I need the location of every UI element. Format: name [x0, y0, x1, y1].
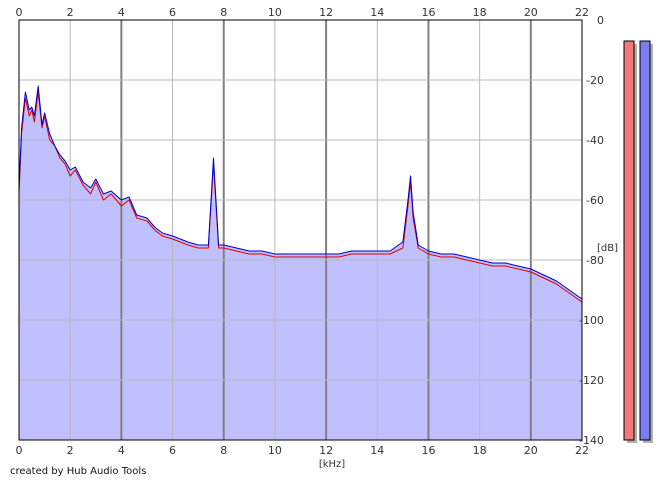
x-tick-label-bottom: 6: [169, 444, 176, 457]
y-tick-label: -120: [579, 374, 604, 387]
x-tick-label-bottom: 10: [268, 444, 282, 457]
x-tick-label-bottom: 18: [473, 444, 487, 457]
series-line-1: [18, 91, 583, 303]
x-tick-label-top: 8: [220, 6, 227, 19]
x-tick-label-bottom: 12: [319, 444, 333, 457]
x-tick-label-top: 14: [370, 6, 384, 19]
x-tick-label-top: 4: [118, 6, 125, 19]
x-tick-label-top: 18: [473, 6, 487, 19]
x-tick-label-bottom: 16: [421, 444, 435, 457]
y-tick-label: 0: [597, 14, 604, 27]
x-tick-label-bottom: 8: [220, 444, 227, 457]
level-meter-2: [639, 40, 651, 441]
x-tick-label-top: 12: [319, 6, 333, 19]
x-tick-label-top: 10: [268, 6, 282, 19]
x-axis-label: [kHz]: [319, 459, 345, 470]
x-tick-label-top: 22: [575, 6, 589, 19]
y-axis-label: [dB]: [597, 243, 618, 254]
x-tick-label-bottom: 0: [16, 444, 23, 457]
x-tick-label-bottom: 4: [118, 444, 125, 457]
x-tick-label-bottom: 22: [575, 444, 589, 457]
y-tick-label: -40: [586, 134, 604, 147]
x-tick-label-top: 0: [16, 6, 23, 19]
series-line-2: [18, 85, 583, 300]
x-tick-label-bottom: 2: [67, 444, 74, 457]
x-tick-label-top: 6: [169, 6, 176, 19]
x-tick-label-top: 16: [421, 6, 435, 19]
spectrum-area: [19, 86, 582, 440]
y-tick-label: -100: [579, 314, 604, 327]
credit-text: created by Hub Audio Tools: [10, 466, 146, 477]
x-tick-label-bottom: 14: [370, 444, 384, 457]
x-tick-label-top: 20: [524, 6, 538, 19]
y-tick-label: -80: [586, 254, 604, 267]
y-tick-label: -60: [586, 194, 604, 207]
x-tick-label-top: 2: [67, 6, 74, 19]
y-tick-label: -20: [586, 74, 604, 87]
y-tick-label: -140: [579, 434, 604, 447]
x-tick-label-bottom: 20: [524, 444, 538, 457]
plot-frame: [18, 19, 583, 441]
level-meter-1: [623, 40, 635, 441]
